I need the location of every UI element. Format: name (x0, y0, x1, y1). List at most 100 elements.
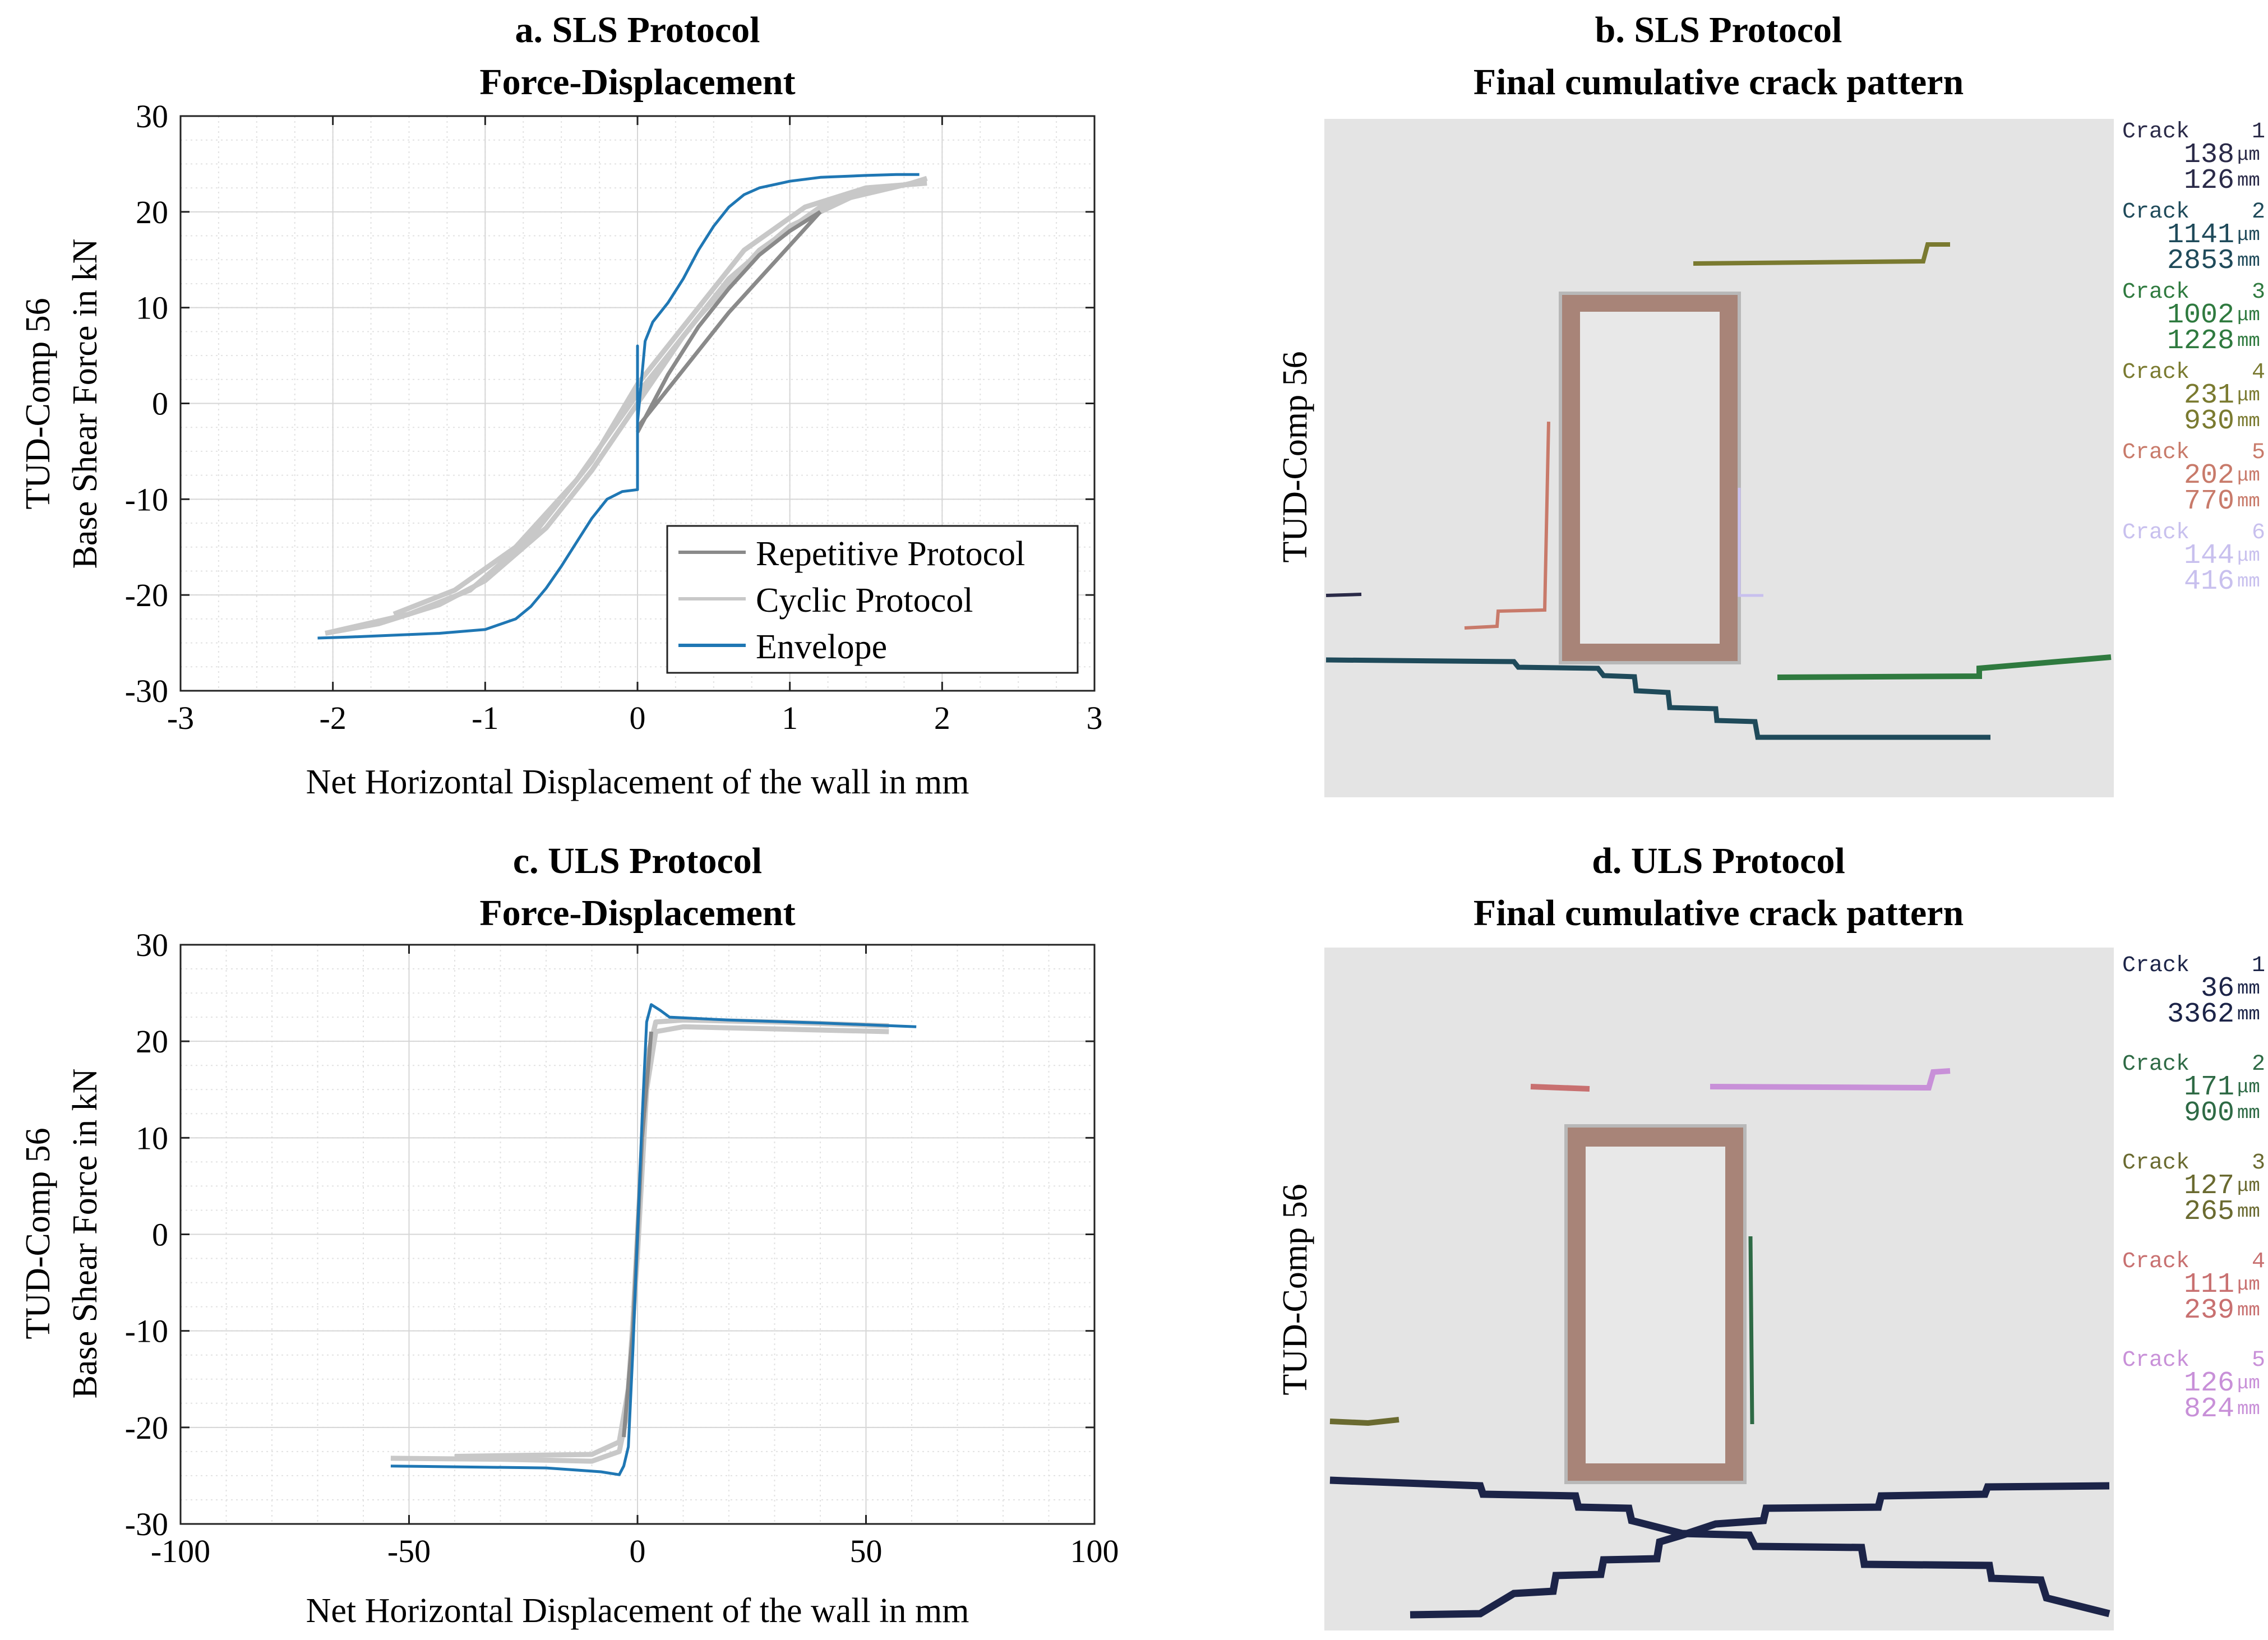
crack-legend-width-unit: μm (2237, 1373, 2260, 1394)
y-tick-label: -10 (125, 481, 168, 518)
crack-line-2 (1748, 1236, 1754, 1425)
crack-legend-label: Crack (2122, 280, 2190, 305)
crack-legend-length-unit: mm (2237, 1004, 2260, 1025)
panel-d-title-2: Final cumulative crack pattern (1473, 893, 1964, 934)
crack-line-3 (1329, 1417, 1399, 1426)
crack-legend-label: Crack (2122, 1249, 2190, 1274)
x-tick-label: -1 (472, 700, 498, 736)
panel-b: b. SLS Protocol Final cumulative crack p… (1276, 10, 2265, 797)
y-tick-label: 20 (136, 1023, 168, 1060)
y-tick-label: 20 (136, 194, 168, 230)
crack-legend-length: 239 (2184, 1295, 2234, 1327)
crack-legend-width: 202 (2184, 460, 2234, 492)
panel-c: c. ULS Protocol Force-Displacement -100-… (19, 840, 1119, 1630)
x-tick-label: -100 (151, 1533, 210, 1569)
x-tick-label: 50 (850, 1533, 883, 1569)
crack-legend-id: 6 (2252, 520, 2265, 546)
crack-legend-length-unit: mm (2237, 331, 2260, 352)
legend-label-repetitive: Repetitive Protocol (756, 535, 1025, 573)
crack-legend-width-unit: μm (2237, 1176, 2260, 1197)
panel-c-ylabel-1: TUD-Comp 56 (19, 1128, 57, 1339)
panel-b-title-2: Final cumulative crack pattern (1473, 62, 1964, 103)
crack-legend-length-unit: mm (2237, 411, 2260, 432)
crack-legend-width-unit: μm (2237, 1077, 2260, 1098)
opening-interior (1580, 312, 1720, 644)
crack-legend-label: Crack (2122, 440, 2190, 465)
y-tick-label: 10 (136, 1120, 168, 1156)
crack-legend-width: 138 (2184, 139, 2234, 171)
crack-line-5 (1464, 421, 1550, 630)
crack-legend-width-unit: mm (2237, 978, 2260, 1000)
panel-a-series (317, 173, 928, 640)
crack-legend-width-unit: μm (2237, 465, 2260, 487)
series-line-envelope (390, 1003, 917, 1476)
crack-legend-id: 2 (2252, 1052, 2265, 1077)
x-tick-label: 0 (630, 700, 646, 736)
crack-legend-id: 5 (2252, 1348, 2265, 1373)
crack-legend-length-unit: mm (2237, 571, 2260, 593)
crack-legend-length: 1228 (2167, 325, 2234, 357)
panel-c-title-2: Force-Displacement (479, 893, 795, 934)
panel-c-series (390, 1003, 917, 1476)
panel-d-ylabel: TUD-Comp 56 (1276, 1184, 1314, 1395)
crack-line-3 (1777, 654, 2112, 680)
crack-legend-length: 824 (2184, 1393, 2234, 1425)
crack-legend-width: 144 (2184, 540, 2234, 572)
panel-c-title-1: c. ULS Protocol (513, 840, 762, 881)
crack-line-5 (1710, 1068, 1951, 1091)
crack-legend-length: 126 (2184, 165, 2234, 197)
opening-interior (1586, 1147, 1725, 1463)
panel-b-title-1: b. SLS Protocol (1595, 10, 1842, 50)
crack-legend-id: 4 (2252, 1249, 2265, 1274)
panel-d: d. ULS Protocol Final cumulative crack p… (1276, 840, 2265, 1630)
crack-legend-width-unit: μm (2237, 305, 2260, 326)
crack-legend-width: 36 (2201, 973, 2234, 1005)
series-line-repetitive-protocol (636, 210, 822, 429)
crack-legend-width: 231 (2184, 380, 2234, 412)
crack-legend-width-unit: μm (2237, 225, 2260, 246)
crack-legend-length: 930 (2184, 405, 2234, 437)
x-tick-label: 3 (1087, 700, 1103, 736)
crack-legend-length-unit: mm (2237, 1202, 2260, 1223)
crack-legend-length-unit: mm (2237, 1399, 2260, 1420)
crack-legend-width-unit: μm (2237, 385, 2260, 406)
panel-a-legend: Repetitive Protocol Cyclic Protocol Enve… (666, 525, 1079, 674)
y-tick-label: -20 (125, 1410, 168, 1446)
crack-legend-length-unit: mm (2237, 491, 2260, 512)
panel-a-title-2: Force-Displacement (479, 62, 795, 103)
crack-legend-label: Crack (2122, 1348, 2190, 1373)
series-line-cyclic-protocol (454, 1024, 889, 1459)
x-tick-label: -50 (387, 1533, 431, 1569)
crack-legend-label: Crack (2122, 1151, 2190, 1176)
y-tick-label: 0 (152, 1217, 168, 1253)
crack-legend-label: Crack (2122, 520, 2190, 546)
y-tick-label: -20 (125, 577, 168, 613)
crack-legend-width: 111 (2184, 1269, 2234, 1301)
y-tick-label: 30 (136, 927, 168, 963)
panel-a-ylabel-1: TUD-Comp 56 (19, 298, 57, 509)
crack-line-1 (1325, 593, 1362, 597)
panel-a-title-1: a. SLS Protocol (515, 10, 760, 50)
crack-legend-label: Crack (2122, 119, 2190, 145)
crack-legend-id: 3 (2252, 1151, 2265, 1176)
crack-legend-length: 416 (2184, 566, 2234, 598)
crack-legend-length-unit: mm (2237, 251, 2260, 272)
crack-legend-width: 126 (2184, 1368, 2234, 1399)
series-line-envelope (317, 173, 920, 640)
crack-legend-id: 1 (2252, 953, 2265, 978)
x-tick-label: 2 (934, 700, 950, 736)
crack-line-4 (1693, 242, 1950, 266)
y-tick-label: -30 (125, 1506, 168, 1542)
crack-legend-label: Crack (2122, 953, 2190, 978)
legend-label-cyclic: Cyclic Protocol (756, 581, 973, 620)
crack-legend-width: 1141 (2167, 219, 2234, 251)
y-tick-label: 0 (152, 386, 168, 422)
y-tick-label: 30 (136, 98, 168, 135)
crack-line-6 (1738, 488, 1763, 597)
y-tick-label: -10 (125, 1313, 168, 1350)
crack-legend-length-unit: mm (2237, 1103, 2260, 1124)
crack-legend-length-unit: mm (2237, 170, 2260, 192)
